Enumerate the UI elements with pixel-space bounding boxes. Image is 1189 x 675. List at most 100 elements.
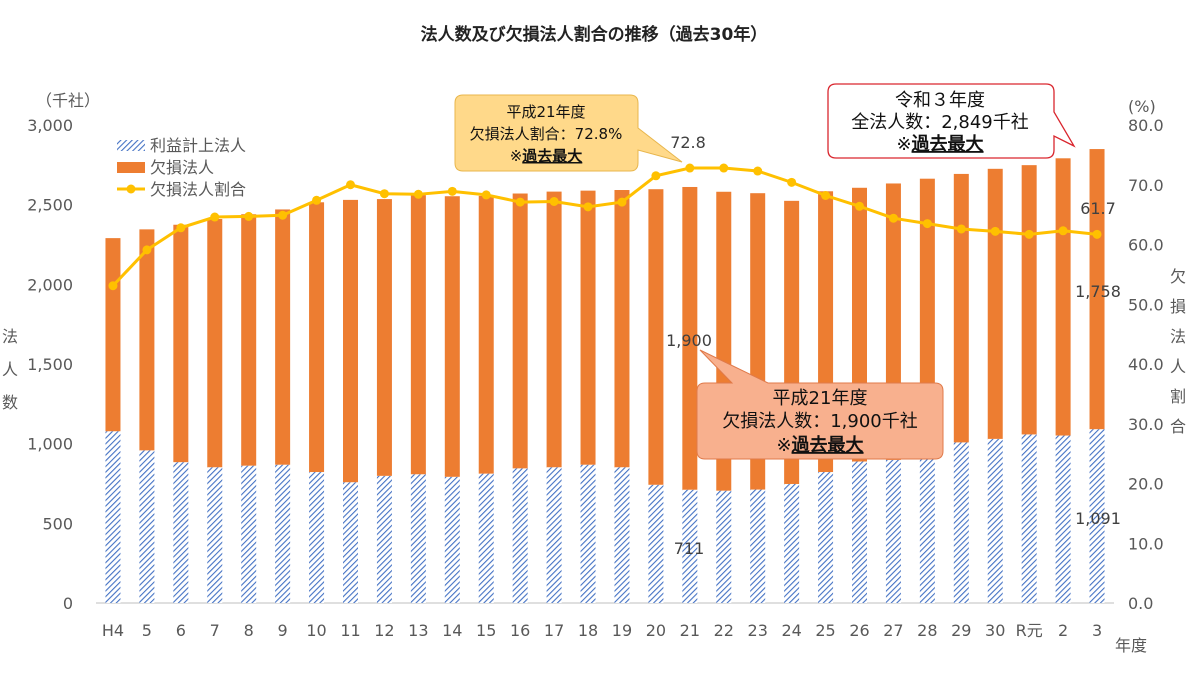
callout-peak-rate-bubble [454,94,683,172]
axis-title-char: 割 [1170,387,1186,406]
y-tick-label: 1,000 [27,435,73,454]
y2-tick-label: 50.0 [1128,295,1164,314]
rate-point [346,180,355,190]
bar-loss [614,190,630,468]
x-tick-label: 15 [476,621,496,640]
bar-profit [580,464,596,603]
bar-loss [580,190,596,465]
bar-loss [309,202,325,473]
bar-profit [614,467,630,603]
rate-point [481,190,491,200]
bar-loss [207,219,223,468]
callout-peak-loss-line2: 欠損法人数：1,900千社 [722,411,918,432]
rate-point [855,201,864,211]
legend: 利益計上法人 欠損法人 欠損法人割合 [117,136,246,199]
bar-series [105,149,1105,603]
rate-point [244,211,254,221]
rate-point [278,210,288,220]
y2-tick-label: 40.0 [1128,355,1164,374]
bar-loss [275,209,291,465]
y2-axis-unit: (%) [1128,97,1156,116]
data-label-last-profit: 1,091 [1075,509,1121,528]
bar-profit [275,464,291,603]
callout-peak-loss: 平成21年度 欠損法人数：1,900千社 ※過去最大 [696,349,944,460]
y-axis-title: 法人数 [2,327,18,412]
rate-point [1092,229,1102,239]
x-tick-label: 29 [951,621,971,640]
x-tick-label: 12 [374,621,394,640]
y-tick-label: 2,000 [27,275,73,294]
data-label-peak-loss: 1,900 [666,331,712,350]
bar-profit [1021,434,1037,603]
x-tick-label: 14 [442,621,462,640]
legend-marker-rate [126,184,136,194]
rate-point [413,189,423,199]
bar-profit [750,489,766,603]
axis-title-char: 損 [1170,297,1186,316]
x-tick-label: 27 [883,621,903,640]
y2-tick-label: 30.0 [1128,415,1164,434]
x-tick-label: 25 [815,621,835,640]
callout-total-line1: 令和３年度 [895,90,985,111]
bar-loss [173,224,189,463]
x-tick-label: 20 [646,621,666,640]
callout-peak-rate-note: ※過去最大 [510,147,583,165]
bar-loss [478,195,494,474]
axis-title-char: 人 [2,360,18,379]
bar-loss [444,196,460,477]
bar-loss [953,173,969,443]
rate-point [447,186,457,196]
bar-loss [376,199,392,476]
y-tick-label: 2,500 [27,196,73,215]
callout-peak-rate-line1: 平成21年度 [506,103,585,121]
rate-point [210,212,220,222]
x-tick-label: 16 [510,621,530,640]
rate-line-series [108,163,1102,291]
x-tick-label: 13 [408,621,428,640]
axis-title-char: 欠 [1170,267,1186,286]
data-label-peak-profit: 711 [674,539,705,558]
bar-loss [987,168,1003,439]
x-tick-label: 22 [714,621,734,640]
callout-total-line2: 全法人数：2,849千社 [851,112,1029,133]
rate-point [888,213,898,223]
rate-point [956,224,966,234]
rate-point [685,163,695,173]
legend-label-rate: 欠損法人割合 [150,180,246,199]
y-tick-label: 0 [63,594,73,613]
bar-profit [139,450,155,603]
x-tick-label: 3 [1092,621,1102,640]
bar-profit [1055,435,1071,603]
axis-title-char: 合 [1170,417,1186,436]
x-tick-label: 8 [244,621,254,640]
y-tick-label: 500 [42,514,73,533]
legend-label-loss: 欠損法人 [150,158,214,177]
rate-point [549,196,559,206]
x-tick-label: 24 [781,621,801,640]
rate-point [787,177,797,187]
bar-profit [784,483,800,603]
bar-profit [716,490,732,603]
rate-point [379,189,389,199]
y2-tick-label: 20.0 [1128,475,1164,494]
x-tick-label: 7 [210,621,220,640]
rate-point [1024,229,1034,239]
axis-title-char: 人 [1170,357,1186,376]
legend-swatch-loss [117,162,145,173]
bar-profit [512,468,528,603]
legend-swatch-profit [117,140,145,151]
bar-profit [173,462,189,603]
bar-loss [546,191,562,468]
bar-loss [1021,165,1037,435]
rate-point [108,281,118,291]
bar-profit [818,472,834,603]
rate-point [583,202,593,212]
rate-point [821,191,831,201]
x-tick-label: 30 [985,621,1005,640]
x-tick-label: 10 [306,621,326,640]
rate-point [176,223,186,233]
bar-loss [105,238,121,432]
y2-axis-ticks: 0.0 10.0 20.0 30.0 40.0 50.0 60.0 70.0 80.0 [1128,116,1164,613]
x-tick-label: 18 [578,621,598,640]
rate-point [1058,226,1068,236]
